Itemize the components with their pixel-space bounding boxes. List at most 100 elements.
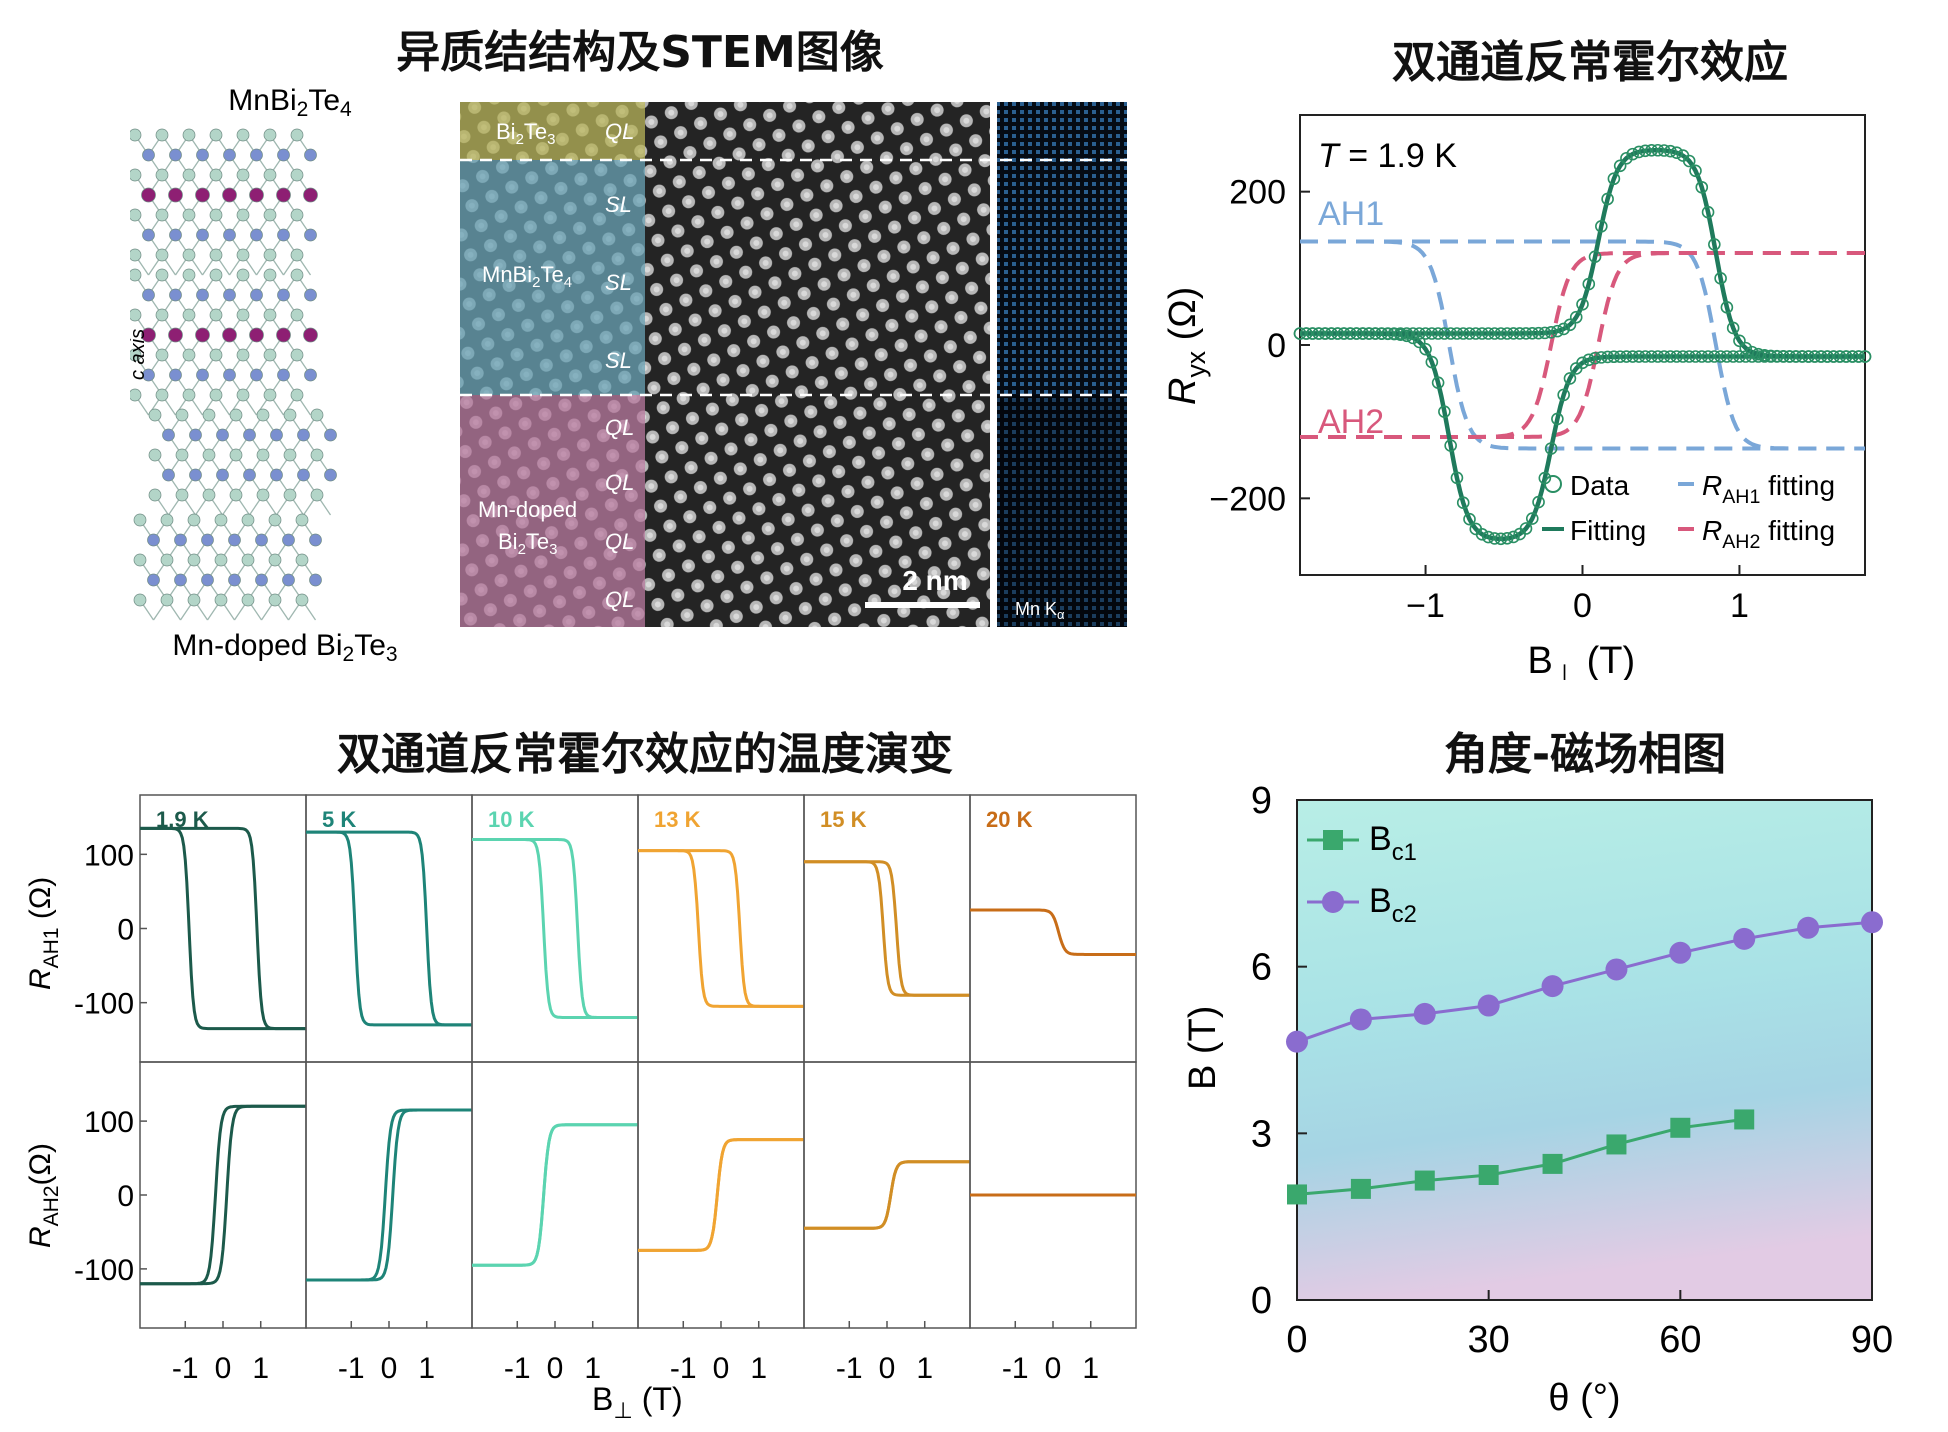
data-point [1337, 327, 1351, 340]
atom [263, 268, 277, 282]
stem-panel-title: 异质结结构及STEM图像 [396, 27, 884, 78]
tag-sl: SL [605, 192, 632, 217]
curve-ah1 [472, 838, 638, 1019]
series-ah1-fit-line [1300, 239, 1865, 451]
x-tick-label: -1 [836, 1352, 863, 1385]
atom [209, 388, 223, 402]
atom [182, 348, 196, 362]
data-point [1645, 144, 1658, 157]
x-tick-label: 1 [584, 1352, 601, 1385]
data-point [1450, 471, 1464, 485]
data-point [1689, 350, 1702, 363]
tag-sl: SL [605, 348, 632, 373]
data-point [1613, 159, 1627, 173]
data-point [1412, 335, 1426, 349]
subplot-frame [803, 794, 971, 1063]
x-axis-label: B⊥ (T) [592, 1381, 683, 1420]
atom [236, 308, 250, 322]
ahe-panel-title: 双通道反常霍尔效应 [1392, 37, 1788, 88]
data-point [1557, 322, 1570, 336]
atom [297, 468, 310, 482]
atom [142, 228, 155, 242]
atom [214, 513, 228, 527]
atom [241, 553, 255, 567]
crystal-lattice [130, 128, 337, 621]
atom [277, 228, 290, 242]
data-point [1664, 144, 1677, 158]
data-point [1513, 327, 1527, 340]
curve-ah1 [804, 860, 970, 997]
atom [290, 388, 304, 402]
y-tick-label: 100 [84, 1106, 134, 1139]
data-point [1444, 439, 1457, 452]
atom [304, 368, 317, 382]
atom [236, 248, 250, 262]
atom [168, 187, 183, 203]
bc1-point [1478, 1165, 1499, 1185]
data-point [1651, 350, 1665, 363]
legend-fitting-label: Fitting [1570, 515, 1646, 546]
atom [277, 368, 290, 382]
x-tick-label: 0 [1286, 1319, 1307, 1361]
data-point [1482, 327, 1495, 340]
data-point [1576, 297, 1589, 311]
atom [214, 593, 228, 607]
tag-ql: QL [605, 587, 634, 612]
data-point [1682, 154, 1696, 168]
atom [229, 448, 243, 462]
data-point [1588, 351, 1602, 365]
atom [290, 348, 304, 362]
atom [155, 128, 169, 142]
data-point [1595, 220, 1608, 233]
atom [290, 268, 304, 282]
atom [268, 513, 282, 527]
data-point [1475, 327, 1489, 340]
data-point [1620, 151, 1633, 165]
data-point [1720, 301, 1734, 314]
data-point [1852, 350, 1866, 363]
x-tick-label: 0 [1573, 587, 1592, 625]
temp-panel-title: 双通道反常霍尔效应的温度演变 [337, 729, 953, 780]
x-axis-label: θ (°) [1548, 1377, 1620, 1419]
atom [130, 348, 142, 362]
atom [174, 533, 187, 547]
atom [130, 248, 142, 262]
atom [303, 327, 318, 343]
atom [295, 593, 309, 607]
atom [324, 428, 337, 442]
atom [250, 148, 263, 162]
data-point [1670, 146, 1683, 160]
data-point [1425, 355, 1439, 369]
atom [297, 428, 310, 442]
atom [209, 268, 223, 282]
temperature-label: 1.9 K [156, 807, 209, 832]
eds-map [997, 102, 1127, 627]
atom [222, 327, 237, 343]
atom [142, 288, 155, 302]
atom [142, 368, 155, 382]
atom [290, 168, 304, 182]
eds-label: Mn Kα [1015, 599, 1065, 622]
data-point [1613, 350, 1627, 363]
atom [133, 593, 147, 607]
y-tick-label: -100 [74, 1254, 134, 1287]
atom [216, 468, 229, 482]
curve-ah1 [140, 826, 306, 1031]
y-tick-label: 0 [117, 1180, 134, 1213]
atom [174, 573, 187, 587]
atom [283, 488, 297, 502]
data-point [1431, 327, 1445, 340]
data-point [1833, 350, 1847, 363]
series-bc1-line [1296, 1117, 1745, 1196]
atom [236, 268, 250, 282]
atom [182, 208, 196, 222]
curve-ah1 [472, 838, 638, 1019]
atom [276, 187, 291, 203]
x-tick-label: −1 [1406, 587, 1445, 625]
data-point [1758, 349, 1771, 362]
curve-ah1 [306, 830, 472, 1027]
subplot-frame [139, 794, 307, 1063]
atom [256, 448, 270, 462]
layer-mn-doped-label-1: Mn-doped [478, 497, 577, 522]
data-point [1557, 388, 1570, 402]
